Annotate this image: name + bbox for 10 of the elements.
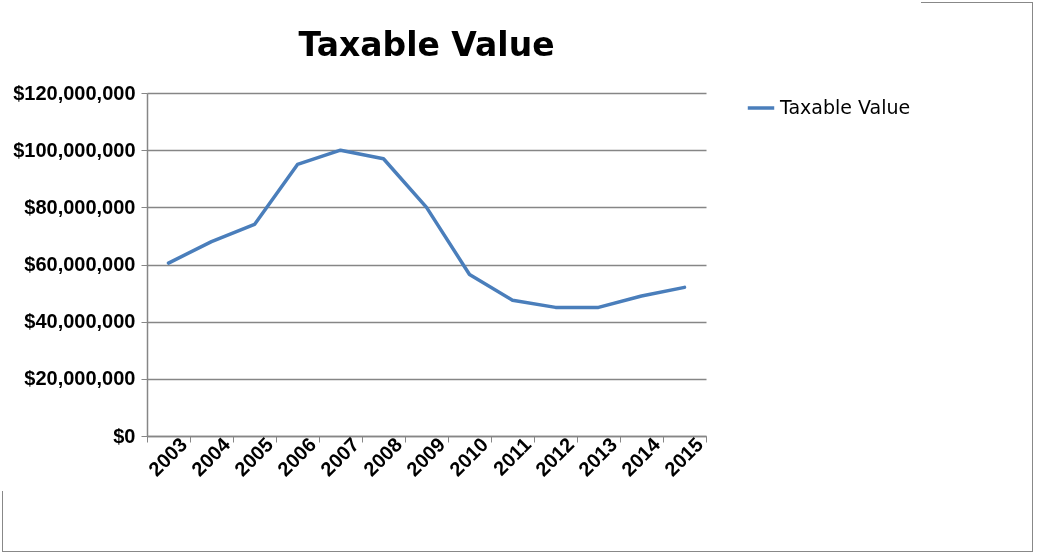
y-tick-label: $0: [113, 424, 136, 447]
y-tick-label: $120,000,000: [13, 81, 136, 104]
y-tick-label: $20,000,000: [24, 367, 136, 390]
legend-label: Taxable Value: [779, 96, 911, 118]
chart-title: Taxable Value: [298, 25, 555, 64]
y-tick-label: $80,000,000: [24, 195, 136, 218]
y-tick-label: $40,000,000: [24, 310, 136, 333]
y-tick-label: $100,000,000: [13, 138, 136, 161]
line-series: [166, 148, 687, 310]
y-tick-label: $60,000,000: [24, 253, 136, 275]
